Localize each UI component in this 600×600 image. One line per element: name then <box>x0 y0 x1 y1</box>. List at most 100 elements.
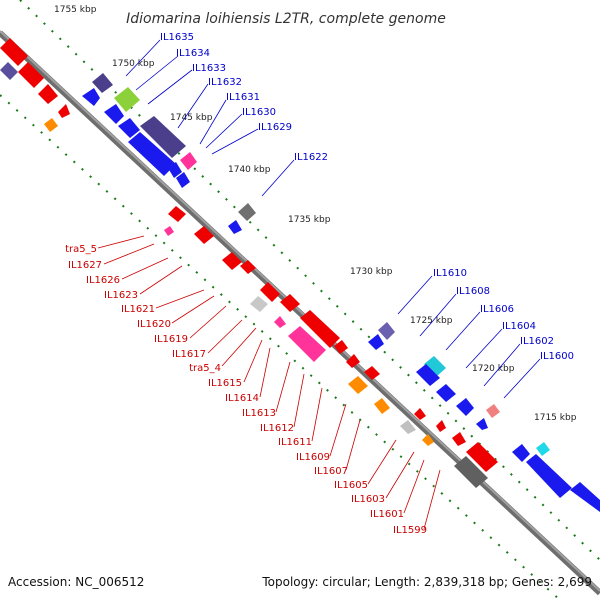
label-IL1617[interactable]: IL1617 <box>172 349 206 360</box>
gene-red-edge4 <box>58 104 70 118</box>
label-IL1613[interactable]: IL1613 <box>242 408 276 419</box>
leader-tra5-5 <box>97 235 145 249</box>
leader-IL1599 <box>423 469 441 530</box>
gene-IL1629 <box>180 152 197 170</box>
leader-IL1609 <box>329 403 347 457</box>
gene-IL1620 <box>250 296 268 312</box>
label-IL1626[interactable]: IL1626 <box>86 275 120 286</box>
leader-IL1635 <box>125 39 161 77</box>
label-IL1604[interactable]: IL1604 <box>502 321 536 332</box>
gene-tra5-4 <box>280 294 300 312</box>
leader-IL1617 <box>207 319 243 354</box>
blue-gene-labels: IL1635 IL1634 IL1633 IL1632 IL1631 IL163… <box>160 32 574 362</box>
label-IL1620[interactable]: IL1620 <box>137 319 171 330</box>
label-IL1610[interactable]: IL1610 <box>433 268 467 279</box>
gene-IL1605 <box>400 420 416 434</box>
reverse-strand-features <box>0 38 498 488</box>
label-IL1615[interactable]: IL1615 <box>208 378 242 389</box>
gene-red-1600b <box>452 432 466 446</box>
kbp-1745: 1745 kbp <box>170 113 213 123</box>
gene-IL1604 <box>486 404 500 418</box>
label-tra5-5[interactable]: tra5_5 <box>65 244 97 255</box>
leader-IL1607 <box>345 419 361 471</box>
red-gene-labels: tra5_5 IL1627 IL1626 IL1623 IL1621 IL162… <box>65 244 427 536</box>
leader-IL1603 <box>385 451 415 499</box>
label-IL1623[interactable]: IL1623 <box>104 290 138 301</box>
label-IL1633[interactable]: IL1633 <box>192 63 226 74</box>
leader-IL1622 <box>261 159 295 197</box>
genome-backbone <box>0 30 600 596</box>
leader-IL1610 <box>397 275 433 315</box>
leader-IL1629 <box>211 128 259 155</box>
label-IL1608[interactable]: IL1608 <box>456 286 490 297</box>
label-IL1606[interactable]: IL1606 <box>480 304 514 315</box>
gene-red-edge2 <box>18 62 44 88</box>
forward-strand-features <box>0 62 550 456</box>
arrow-f11 <box>456 398 474 416</box>
gene-IL1627 <box>164 226 174 236</box>
kbp-1755: 1755 kbp <box>54 5 97 15</box>
leader-IL1601 <box>403 459 425 514</box>
kbp-labels: 1755 kbp 1750 kbp 1745 kbp 1740 kbp 1735… <box>54 5 577 423</box>
leader-IL1605 <box>367 439 397 485</box>
arrow-f12 <box>476 418 488 430</box>
arrow-f4 <box>128 132 176 176</box>
gene-IL1603 <box>414 408 426 420</box>
gene-IL1601 <box>422 434 434 446</box>
label-IL1619[interactable]: IL1619 <box>154 334 188 345</box>
label-IL1599[interactable]: IL1599 <box>393 525 427 536</box>
label-IL1614[interactable]: IL1614 <box>225 393 259 404</box>
label-IL1602[interactable]: IL1602 <box>520 336 554 347</box>
leader-tra5-4 <box>221 327 257 367</box>
label-IL1621[interactable]: IL1621 <box>121 304 155 315</box>
blue-leader-lines <box>125 39 541 399</box>
label-IL1634[interactable]: IL1634 <box>176 48 210 59</box>
arrow-f13 <box>512 444 530 462</box>
label-IL1627[interactable]: IL1627 <box>68 260 102 271</box>
gene-IL1600 <box>536 442 550 456</box>
backbone-highlight <box>0 30 600 592</box>
label-IL1635[interactable]: IL1635 <box>160 32 194 43</box>
leader-IL1606 <box>445 311 481 351</box>
leader-IL1621 <box>155 289 205 309</box>
gene-IL1611 <box>348 376 368 394</box>
gene-IL1612 <box>346 354 360 368</box>
leader-IL1608 <box>419 293 457 337</box>
label-IL1607[interactable]: IL1607 <box>314 466 348 477</box>
label-IL1609[interactable]: IL1609 <box>296 452 330 463</box>
arrow-f5 <box>168 162 182 178</box>
leader-IL1633 <box>147 69 193 105</box>
arrow-f7 <box>228 220 242 234</box>
arrow-f9 <box>416 364 440 386</box>
label-IL1630[interactable]: IL1630 <box>242 107 276 118</box>
label-IL1601[interactable]: IL1601 <box>370 509 404 520</box>
leader-IL1613 <box>275 361 291 413</box>
label-IL1629[interactable]: IL1629 <box>258 122 292 133</box>
label-IL1603[interactable]: IL1603 <box>351 494 385 505</box>
label-tra5-4[interactable]: tra5_4 <box>189 363 221 374</box>
label-IL1612[interactable]: IL1612 <box>260 423 294 434</box>
gene-tra5-5 <box>168 206 186 222</box>
leader-IL1626 <box>121 257 169 280</box>
gene-IL1610 <box>378 322 395 340</box>
kbp-1735: 1735 kbp <box>288 215 331 225</box>
gene-IL1599 <box>454 456 488 488</box>
label-IL1632[interactable]: IL1632 <box>208 77 242 88</box>
gene-IL1607 <box>374 398 390 414</box>
label-IL1611[interactable]: IL1611 <box>278 437 312 448</box>
gene-IL1608 <box>424 356 446 377</box>
arrow-f1 <box>82 88 100 106</box>
gene-red-small <box>436 420 446 432</box>
label-IL1605[interactable]: IL1605 <box>334 480 368 491</box>
label-IL1622[interactable]: IL1622 <box>294 152 328 163</box>
leader-IL1632 <box>177 83 209 129</box>
map-title: Idiomarina loihiensis L2TR, complete gen… <box>126 11 446 27</box>
red-leader-lines <box>97 235 441 530</box>
gene-IL1634 <box>92 73 113 93</box>
label-IL1631[interactable]: IL1631 <box>226 92 260 103</box>
label-IL1600[interactable]: IL1600 <box>540 351 574 362</box>
kbp-1730: 1730 kbp <box>350 267 393 277</box>
arrow-f6 <box>176 172 190 188</box>
kbp-1725: 1725 kbp <box>410 316 453 326</box>
